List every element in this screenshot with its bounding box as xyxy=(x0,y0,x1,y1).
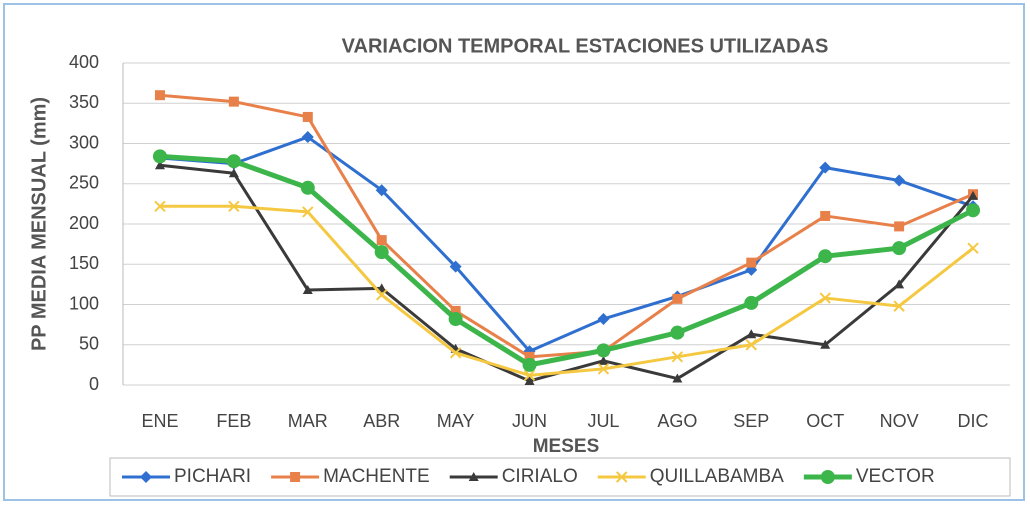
data-point xyxy=(597,312,610,325)
data-point xyxy=(450,305,461,316)
data-point xyxy=(744,295,759,310)
data-point xyxy=(968,190,979,200)
data-point xyxy=(524,351,535,362)
y-tick-label: 50 xyxy=(79,334,99,354)
data-point xyxy=(672,373,683,383)
data-point xyxy=(819,161,832,174)
legend-label: MACHENTE xyxy=(323,466,430,487)
data-point xyxy=(671,351,684,363)
data-point xyxy=(894,279,905,289)
series-line xyxy=(159,153,975,368)
x-tick-label: DIC xyxy=(958,411,989,431)
y-tick-label: 250 xyxy=(69,173,99,193)
data-point xyxy=(892,241,907,256)
series-line xyxy=(159,204,974,377)
data-point xyxy=(523,369,536,382)
data-point xyxy=(598,355,609,365)
x-tick-label: MAR xyxy=(288,411,328,431)
data-point xyxy=(672,293,683,304)
legend-marker xyxy=(468,472,479,481)
data-point xyxy=(820,210,831,221)
x-tick-label: JUN xyxy=(512,411,547,431)
data-point xyxy=(154,160,165,170)
data-point xyxy=(820,339,831,349)
data-point xyxy=(670,325,685,340)
legend-marker xyxy=(820,470,835,484)
x-tick-label: OCT xyxy=(806,411,844,431)
x-tick-label: JUL xyxy=(587,411,619,431)
data-point xyxy=(967,242,979,254)
data-point xyxy=(522,357,537,372)
y-tick-label: 400 xyxy=(69,52,99,72)
chart-title: VARIACION TEMPORAL ESTACIONES UTILIZADAS xyxy=(342,35,829,57)
data-point xyxy=(154,200,166,212)
x-tick-label: MAY xyxy=(437,411,475,431)
data-point xyxy=(302,111,313,122)
data-point xyxy=(228,168,239,178)
data-point xyxy=(228,200,240,212)
x-tick-label: AGO xyxy=(657,411,697,431)
data-point xyxy=(154,90,165,101)
data-point xyxy=(746,329,757,339)
data-point xyxy=(374,245,389,260)
data-point xyxy=(302,285,313,295)
x-tick-label: NOV xyxy=(880,411,919,431)
data-point xyxy=(894,221,905,232)
data-point xyxy=(302,206,314,218)
series-line xyxy=(159,93,974,359)
data-point xyxy=(597,363,610,375)
data-point xyxy=(448,311,463,326)
legend-label: VECTOR xyxy=(856,466,935,487)
data-point xyxy=(966,203,981,218)
legend-marker xyxy=(140,471,152,483)
data-point xyxy=(893,174,906,187)
y-tick-label: 150 xyxy=(69,253,99,273)
y-axis-label: PP MEDIA MENSUAL (mm) xyxy=(28,97,50,351)
data-point xyxy=(819,292,831,304)
y-tick-label: 200 xyxy=(69,213,99,233)
data-point xyxy=(449,347,462,359)
data-point xyxy=(596,343,611,358)
y-tick-label: 350 xyxy=(69,92,99,112)
data-point xyxy=(746,257,757,268)
data-point xyxy=(524,375,535,385)
data-point xyxy=(893,300,905,312)
data-point xyxy=(226,154,241,169)
data-point xyxy=(745,339,757,351)
data-point xyxy=(375,184,388,197)
legend-label: PICHARI xyxy=(174,466,251,487)
x-axis-label: MESES xyxy=(533,436,600,457)
legend-label: CIRIALO xyxy=(502,466,578,487)
x-tick-label: FEB xyxy=(216,411,251,431)
data-point xyxy=(301,131,314,144)
x-tick-label: SEP xyxy=(733,411,769,431)
data-point xyxy=(152,149,167,164)
legend-marker xyxy=(290,472,301,482)
legend-label: QUILLABAMBA xyxy=(650,466,784,487)
data-point xyxy=(449,260,462,273)
legend-marker xyxy=(616,471,628,483)
y-tick-label: 100 xyxy=(69,293,99,313)
series xyxy=(152,149,981,372)
series xyxy=(154,200,979,382)
data-point xyxy=(300,180,315,195)
y-tick-label: 0 xyxy=(89,374,99,394)
data-point xyxy=(376,235,387,246)
y-tick-label: 300 xyxy=(69,132,99,152)
x-tick-label: ABR xyxy=(363,411,400,431)
series-line xyxy=(159,135,974,353)
data-point xyxy=(376,289,388,301)
x-tick-label: ENE xyxy=(141,411,178,431)
data-point xyxy=(228,96,239,107)
series xyxy=(154,90,979,362)
data-point xyxy=(818,249,833,264)
legend-box xyxy=(109,457,1011,497)
